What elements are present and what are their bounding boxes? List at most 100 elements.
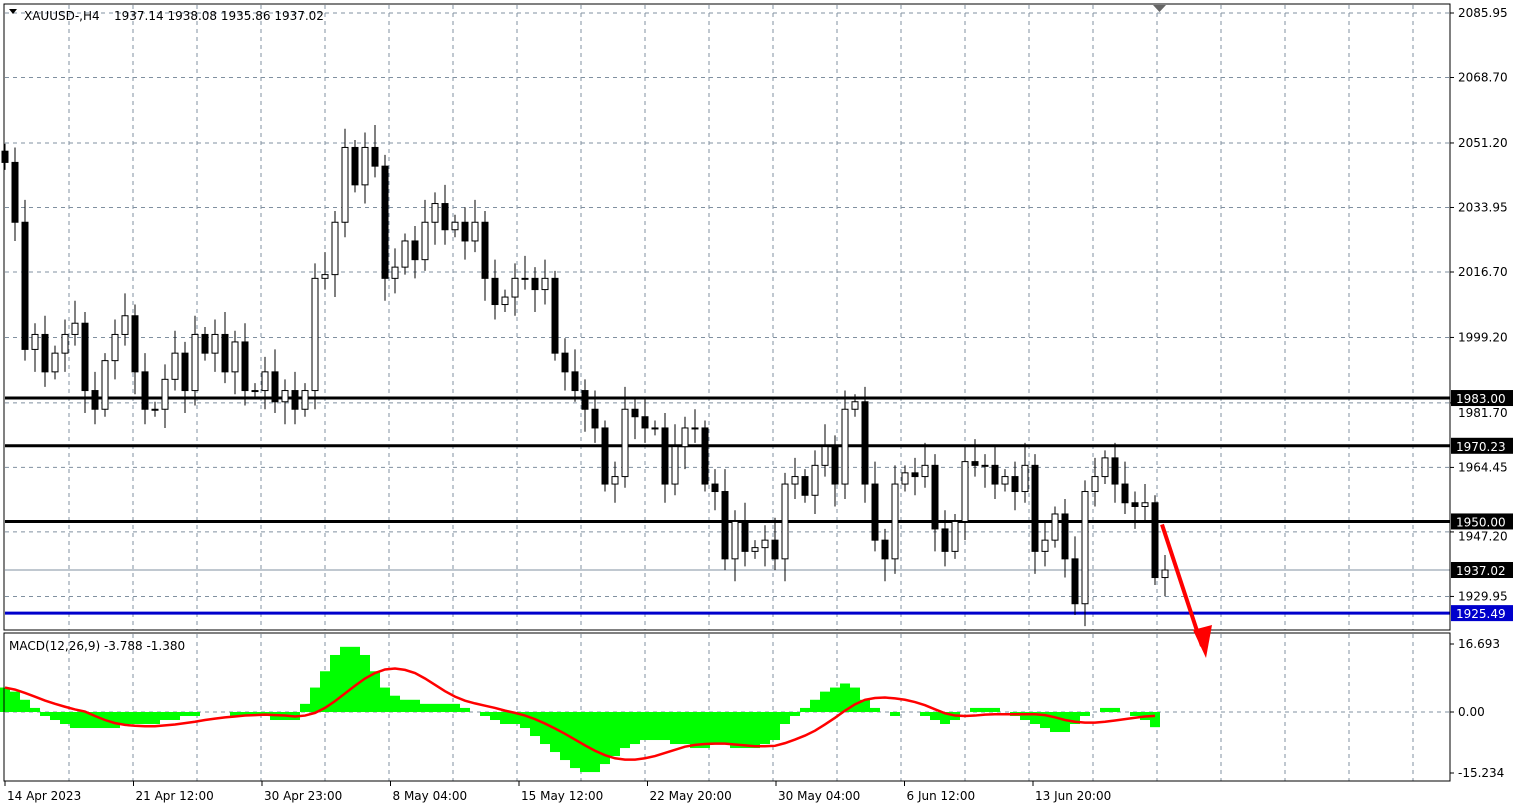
- candle-body: [1011, 476, 1019, 493]
- candle-body: [841, 408, 849, 485]
- candle-body: [971, 461, 979, 466]
- candle-body: [901, 472, 909, 485]
- candle-body: [1071, 558, 1079, 605]
- chart-shift-marker-icon[interactable]: [1153, 5, 1166, 12]
- candle-body: [451, 221, 459, 231]
- candle-body: [31, 333, 39, 350]
- dropdown-triangle-icon[interactable]: [9, 9, 17, 14]
- price-label: 1970.23: [1456, 440, 1506, 454]
- macd-histogram-bar: [790, 712, 800, 717]
- price-tick-label: 2085.95: [1458, 6, 1508, 20]
- macd-histogram-bar: [1050, 712, 1060, 733]
- macd-histogram-bar: [810, 699, 820, 712]
- price-axis[interactable]: 2085.95 2068.70 2051.20 2033.95 2016.70 1999.…: [1450, 6, 1513, 780]
- candle-body: [41, 333, 49, 373]
- candle-body: [211, 333, 219, 354]
- time-tick-label: 30 Apr 23:00: [264, 789, 342, 803]
- time-tick-label: 22 May 20:00: [650, 789, 732, 803]
- candle-body: [881, 539, 889, 560]
- candle-body: [401, 240, 409, 268]
- macd-histogram-bar: [840, 683, 850, 712]
- candle-body: [701, 427, 709, 485]
- candle-body: [81, 322, 89, 392]
- candle-body: [11, 161, 19, 223]
- macd-histogram-bar: [630, 712, 640, 745]
- macd-histogram-bar: [1110, 707, 1120, 712]
- candle-body: [131, 315, 139, 373]
- macd-histogram-bar: [1060, 712, 1070, 733]
- candle-body: [581, 390, 589, 410]
- candle-body: [951, 520, 959, 552]
- candle-body: [511, 277, 519, 298]
- macd-histogram-bar: [650, 712, 660, 741]
- candle-body: [651, 427, 659, 430]
- candle-body: [1141, 502, 1149, 507]
- macd-histogram-bar: [760, 712, 770, 745]
- candle-body: [541, 277, 549, 291]
- macd-histogram-bar: [750, 712, 760, 749]
- macd-histogram-bar: [420, 703, 430, 712]
- arrow-head-icon: [1193, 625, 1212, 658]
- macd-histogram-bar: [140, 712, 150, 725]
- candle-body: [661, 427, 669, 485]
- macd-histogram-bar: [80, 712, 90, 729]
- ohlc-readout: 1937.14 1938.08 1935.86 1937.02: [114, 9, 324, 23]
- candle-body: [521, 277, 529, 280]
- price-label-box: [1451, 561, 1513, 578]
- macd-histogram-bar: [190, 712, 200, 717]
- candle-body: [221, 333, 229, 373]
- macd-histogram-bar: [480, 712, 490, 717]
- macd-pane-border: [3, 632, 1451, 782]
- macd-histogram-bar: [610, 712, 620, 757]
- macd-histogram-bar: [310, 687, 320, 712]
- macd-histogram-bar: [920, 712, 930, 717]
- candle-body: [721, 491, 729, 560]
- candle-body: [921, 464, 929, 478]
- time-axis[interactable]: 14 Apr 2023 21 Apr 12:00 30 Apr 23:00 8 May…: [4, 781, 1111, 803]
- macd-histogram-bar: [150, 712, 160, 725]
- candle-body: [311, 277, 319, 392]
- macd-histogram-bar: [320, 671, 330, 712]
- candle-body: [1, 150, 9, 163]
- candle-body: [911, 472, 919, 478]
- price-tick-label: 2033.95: [1458, 200, 1508, 214]
- candle-body: [1081, 491, 1089, 605]
- macd-histogram-bar: [690, 712, 700, 749]
- candle-body: [761, 539, 769, 549]
- macd-signal-line: [4, 667, 1156, 761]
- candle-body: [241, 341, 249, 392]
- macd-histogram-bar: [1040, 712, 1050, 729]
- macd-histogram-bar: [410, 699, 420, 712]
- macd-histogram-bar: [240, 712, 250, 717]
- time-tick-label: 14 Apr 2023: [7, 789, 81, 803]
- macd-histogram-bar: [930, 712, 940, 721]
- chart-title: XAUUSD-,H4: [24, 9, 100, 23]
- macd-histogram-bar: [110, 712, 120, 729]
- macd-histogram-bar: [670, 712, 680, 745]
- macd-histogram-bar: [530, 712, 540, 737]
- candle-body: [1091, 476, 1099, 493]
- red-down-arrow[interactable]: [1160, 523, 1212, 658]
- macd-histogram-bar: [660, 712, 670, 741]
- candle-body: [161, 378, 169, 410]
- candle-body: [961, 461, 969, 522]
- macd-histogram-bar: [360, 654, 370, 712]
- price-tick-label: 1947.20: [1458, 529, 1508, 543]
- candle-body: [851, 401, 859, 410]
- macd-histogram-bar: [170, 712, 180, 721]
- candle-body: [1151, 502, 1159, 579]
- macd-histogram-bar: [740, 712, 750, 749]
- grid: [5, 5, 1450, 781]
- candle-body: [1001, 476, 1009, 485]
- candle-body: [1021, 464, 1029, 493]
- candle-body: [931, 464, 939, 530]
- candle-body: [1041, 539, 1049, 552]
- candle-body: [861, 401, 869, 485]
- candle-body: [301, 390, 309, 410]
- candle-body: [801, 476, 809, 496]
- macd-histogram-bar: [600, 712, 610, 765]
- candle-body: [91, 390, 99, 410]
- macd-histogram-bar: [300, 703, 310, 712]
- macd-histogram-bar: [120, 712, 130, 725]
